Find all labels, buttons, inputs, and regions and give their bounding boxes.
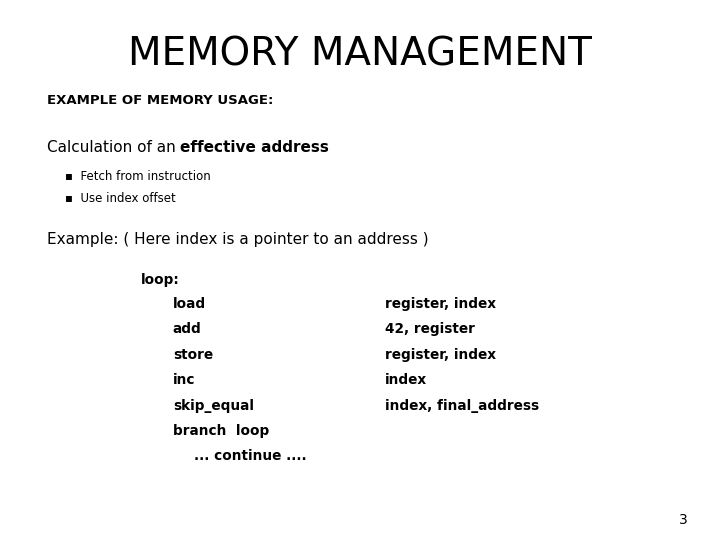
Text: branch  loop: branch loop [173, 424, 269, 438]
Text: ▪  Use index offset: ▪ Use index offset [65, 192, 176, 205]
Text: index, final_address: index, final_address [385, 399, 539, 413]
Text: index: index [385, 373, 428, 387]
Text: inc: inc [173, 373, 195, 387]
Text: load: load [173, 297, 206, 311]
Text: loop:: loop: [140, 273, 179, 287]
Text: EXAMPLE OF MEMORY USAGE:: EXAMPLE OF MEMORY USAGE: [47, 94, 273, 107]
Text: ▪  Fetch from instruction: ▪ Fetch from instruction [65, 170, 210, 183]
Text: 3: 3 [679, 512, 688, 526]
Text: register, index: register, index [385, 297, 496, 311]
Text: add: add [173, 322, 202, 336]
Text: ... continue ....: ... continue .... [194, 449, 307, 463]
Text: register, index: register, index [385, 348, 496, 362]
Text: skip_equal: skip_equal [173, 399, 253, 413]
Text: 42, register: 42, register [385, 322, 475, 336]
Text: store: store [173, 348, 213, 362]
Text: effective address: effective address [181, 140, 329, 156]
Text: Calculation of an: Calculation of an [47, 140, 181, 156]
Text: Example: ( Here index is a pointer to an address ): Example: ( Here index is a pointer to an… [47, 232, 428, 247]
Text: MEMORY MANAGEMENT: MEMORY MANAGEMENT [128, 35, 592, 73]
